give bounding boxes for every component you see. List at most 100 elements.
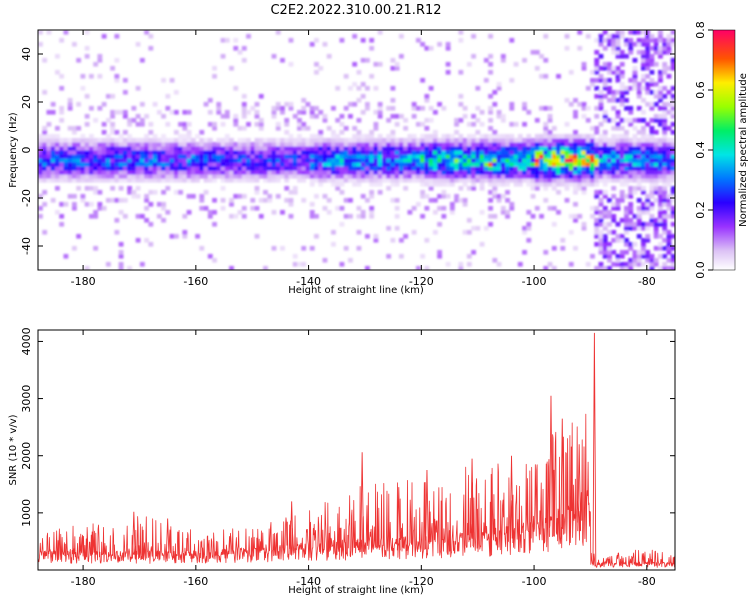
- spectrogram-cell: [246, 142, 251, 147]
- spectrogram-cell: [611, 134, 617, 139]
- spectrogram-cell: [492, 154, 498, 159]
- spectrogram-cell: [594, 38, 600, 43]
- snr-panel: -180 -160 -140 -120 -100 -80 1000200030004000…: [8, 327, 676, 596]
- spectrogram-cell: [178, 162, 183, 167]
- spectrogram-cell: [500, 138, 506, 143]
- spectrogram-cell: [288, 138, 294, 143]
- spectrogram-cell: [598, 234, 604, 239]
- spectrogram-cell: [381, 158, 387, 163]
- spectrogram-cell: [127, 146, 133, 151]
- spectrogram-cell: [458, 178, 464, 183]
- spectrogram-cell: [602, 254, 608, 259]
- spectrogram-cell: [377, 178, 383, 183]
- spectrogram-cell: [551, 186, 557, 191]
- spectrogram-cell: [505, 166, 510, 171]
- spectrogram-cell: [522, 154, 527, 159]
- spectrogram-cell: [63, 154, 69, 159]
- spectrogram-cell: [275, 106, 281, 111]
- spectrogram-cell: [352, 166, 358, 171]
- spectrogram-cell: [216, 102, 222, 107]
- spectrogram-cell: [381, 170, 387, 175]
- spectrogram-cell: [636, 186, 642, 191]
- spectrogram-cell: [602, 226, 608, 231]
- spectrogram-cell: [441, 158, 447, 163]
- spectrogram-cell: [305, 154, 311, 159]
- spectrogram-cell: [624, 38, 629, 43]
- spectrogram-cell: [483, 226, 489, 231]
- spectrogram-cell: [577, 158, 583, 163]
- spectrogram-cell: [305, 142, 311, 147]
- spectrogram-cell: [602, 246, 608, 251]
- spectrogram-cell: [424, 150, 430, 155]
- spectrogram-cell: [556, 210, 561, 215]
- spectrogram-cell: [241, 178, 247, 183]
- spectrogram-cell: [42, 138, 48, 143]
- spectrogram-cell: [50, 146, 56, 151]
- spectrogram-cell: [59, 106, 65, 111]
- spectrogram-cell: [131, 106, 137, 111]
- spectrogram-cell: [611, 150, 617, 155]
- spectrogram-cell: [165, 138, 171, 143]
- spectrogram-cell: [437, 254, 443, 259]
- spectrogram-cell: [428, 182, 434, 187]
- spectrogram-cell: [280, 106, 285, 111]
- spectrogram-cell: [288, 102, 294, 107]
- spectrogram-cell: [241, 126, 247, 131]
- snr-x-tick-label: -160: [183, 575, 208, 588]
- spectrogram-cell: [653, 158, 659, 163]
- spectrogram-cell: [207, 162, 213, 167]
- spectrogram-cell: [135, 162, 141, 167]
- spectrogram-cell: [377, 162, 383, 167]
- spectrogram-cell: [509, 122, 515, 127]
- spectrogram-cell: [492, 182, 498, 187]
- spectrogram-cell: [539, 158, 544, 163]
- spectrogram-cell: [598, 66, 604, 71]
- spectrogram-cell: [424, 170, 430, 175]
- spectrogram-cell: [556, 158, 561, 163]
- spectrogram-cell: [38, 146, 43, 151]
- spectrogram-cell: [602, 170, 608, 175]
- spectrogram-cell: [42, 146, 48, 151]
- spectrogram-cell: [93, 158, 99, 163]
- spectrogram-cell: [649, 266, 655, 270]
- spectrogram-cell: [658, 210, 663, 215]
- spectrogram-cell: [59, 38, 65, 43]
- spectrogram-cell: [475, 170, 481, 175]
- spectrogram-cell: [432, 170, 438, 175]
- spectrogram-cell: [658, 106, 663, 111]
- spectrogram-cell: [71, 130, 77, 135]
- spectrogram-cell: [148, 154, 154, 159]
- spectrogram-cell: [466, 230, 472, 235]
- spectrogram-cell: [628, 138, 634, 143]
- spectrogram-cell: [641, 142, 646, 147]
- spectrogram-cell: [352, 174, 358, 179]
- spectrogram-cell: [594, 86, 600, 91]
- spectrogram-cell: [386, 106, 392, 111]
- spectrogram-cell: [122, 90, 128, 95]
- spectrogram-cell: [607, 118, 612, 123]
- spectrogram-cell: [517, 134, 523, 139]
- spectrogram-cell: [530, 182, 536, 187]
- spectrogram-cell: [173, 142, 179, 147]
- spectrogram-cell: [284, 162, 290, 167]
- spectrogram-cell: [653, 118, 659, 123]
- spectrogram-cell: [394, 178, 400, 183]
- spectrogram-cell: [517, 142, 523, 147]
- spectrogram-cell: [500, 118, 506, 123]
- spectrogram-cell: [645, 58, 651, 63]
- spectrogram-cell: [178, 150, 183, 155]
- spectrogram-cell: [114, 166, 120, 171]
- spectrogram-cell: [462, 138, 468, 143]
- spectrogram-cell: [500, 206, 506, 211]
- spectrogram-cell: [335, 158, 341, 163]
- spectrogram-cell: [38, 158, 43, 163]
- spectrogram-cell: [71, 162, 77, 167]
- spectrogram-cell: [80, 146, 86, 151]
- spectrogram-cell: [110, 170, 116, 175]
- spectrogram-cell: [662, 42, 668, 47]
- spectrogram-cell: [229, 198, 234, 203]
- spectrogram-cell: [364, 150, 370, 155]
- spectrogram-cell: [543, 134, 549, 139]
- spectrogram-cell: [377, 62, 383, 67]
- spectrogram-cell: [479, 186, 485, 191]
